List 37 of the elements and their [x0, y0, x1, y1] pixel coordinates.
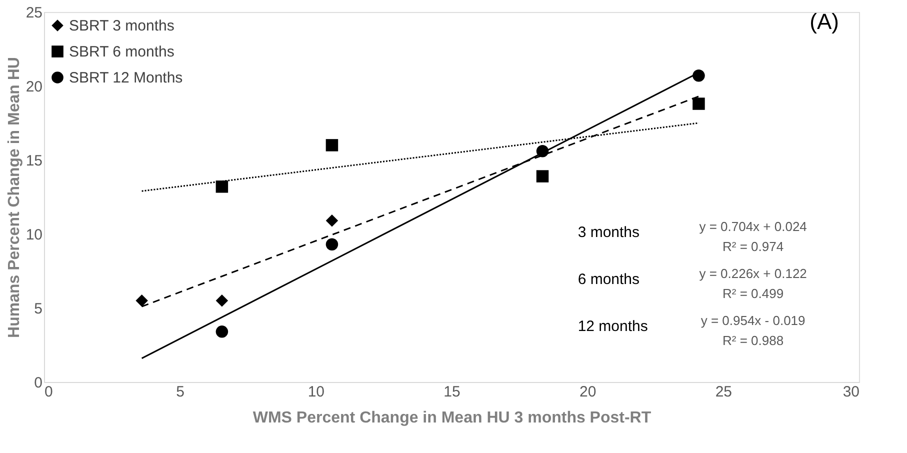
y-tick-label: 25	[26, 4, 42, 22]
annotation: R² = 0.974	[722, 239, 784, 254]
point	[326, 139, 338, 152]
x-tick-label: 30	[842, 384, 860, 400]
point	[692, 70, 705, 82]
point	[326, 214, 338, 227]
x-tick-label: 5	[176, 384, 185, 400]
y-tick-label: 20	[26, 78, 42, 96]
annotation: 3 months	[578, 224, 640, 241]
point	[216, 326, 228, 338]
point	[536, 170, 549, 182]
annotation: R² = 0.988	[722, 333, 784, 348]
x-tick-label: 15	[444, 384, 460, 400]
y-axis-title: Humans Percent Change in Mean HU	[6, 57, 23, 338]
x-tick-label: 20	[579, 384, 596, 400]
x-axis-title: WMS Percent Change in Mean HU 3 months Post-RT	[252, 410, 652, 426]
annotation: 6 months	[578, 271, 640, 288]
annotation: y = 0.704x + 0.024	[699, 219, 807, 234]
x-tick-label: 0	[44, 384, 53, 400]
y-tick-label: 15	[26, 152, 42, 170]
legend-label: SBRT 3 months	[69, 18, 174, 34]
x-tick-label: 10	[308, 384, 325, 400]
annotation: 12 months	[578, 318, 648, 335]
point	[216, 294, 228, 307]
annotation: (A)	[810, 9, 839, 34]
annotation: y = 0.954x - 0.019	[700, 313, 806, 328]
annotation: y = 0.226x + 0.122	[699, 266, 807, 281]
annotation: R² = 0.499	[722, 286, 784, 301]
legend-label: SBRT 12 Months	[69, 70, 183, 86]
legend-label: SBRT 6 months	[69, 44, 174, 60]
y-tick-label: 10	[26, 226, 42, 244]
point	[326, 238, 338, 250]
y-tick-label: 5	[34, 300, 42, 318]
point	[136, 294, 148, 307]
point	[692, 98, 705, 110]
point	[216, 180, 228, 193]
x-tick-label: 25	[715, 384, 732, 400]
